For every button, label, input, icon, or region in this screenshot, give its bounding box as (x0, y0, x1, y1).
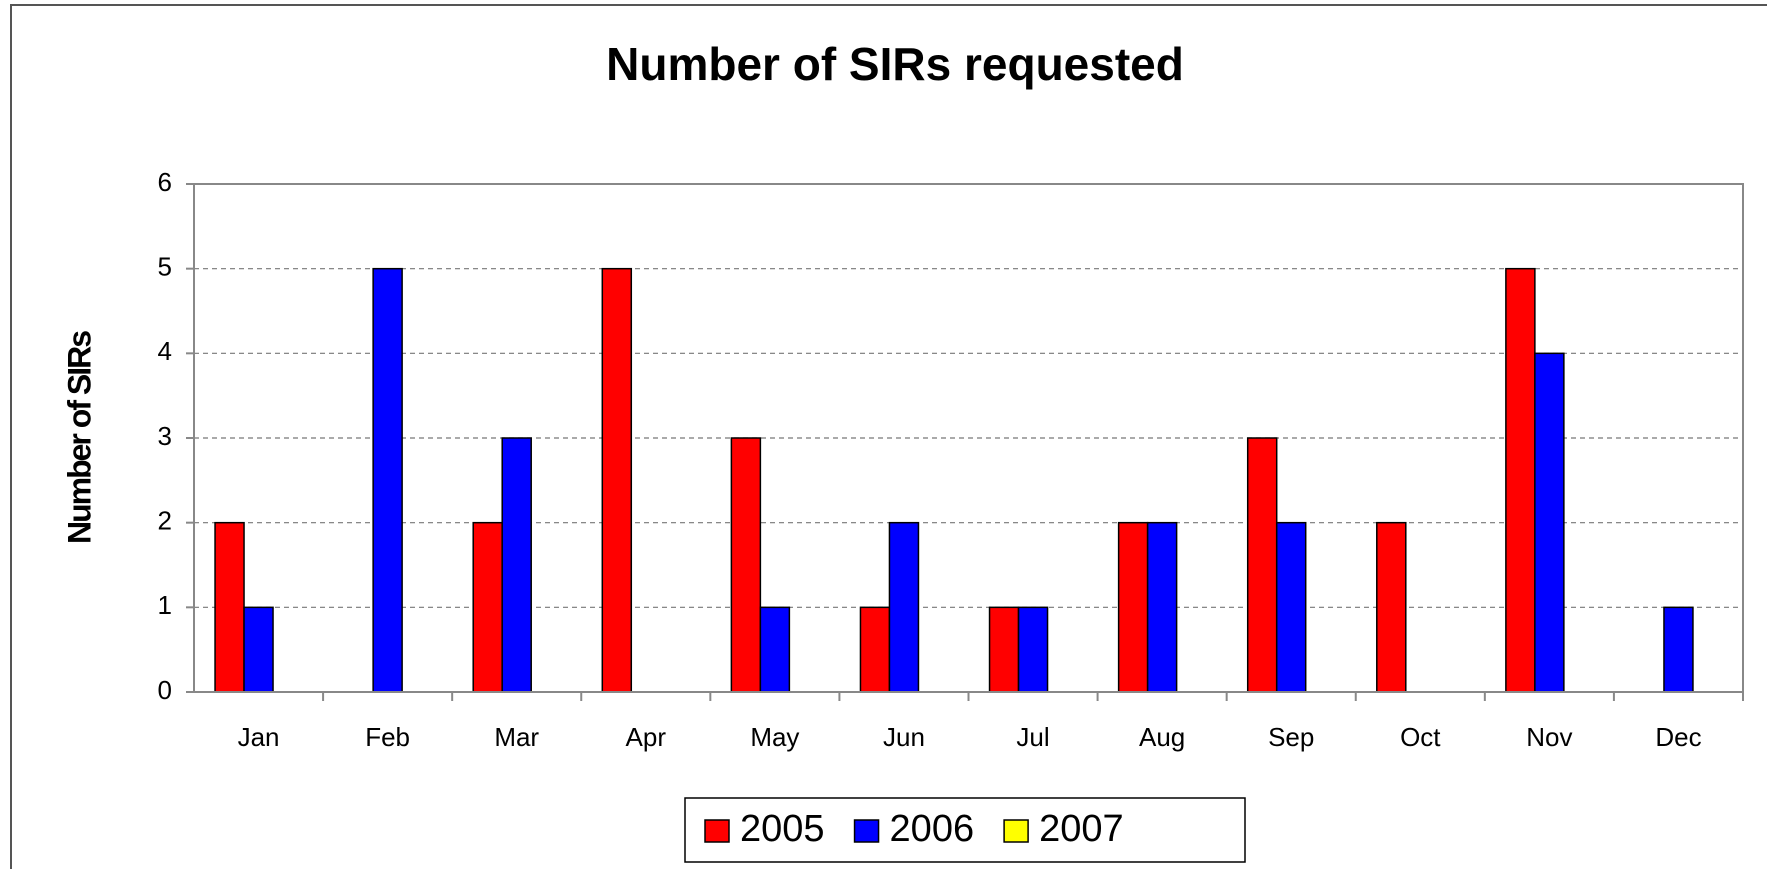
y-tick-label: 2 (158, 506, 172, 536)
legend-label: 2007 (1039, 808, 1124, 850)
x-tick-label: Dec (1655, 722, 1701, 752)
x-tick-label: Jan (238, 722, 280, 752)
x-tick-label: Jul (1016, 722, 1049, 752)
bar (1505, 267, 1536, 693)
x-tick-label: Apr (626, 722, 667, 752)
bar (1663, 606, 1694, 693)
bar (243, 606, 274, 693)
bar (1017, 606, 1049, 693)
y-axis-label: Number of SIRs (61, 331, 97, 544)
bar (759, 606, 791, 693)
bar (214, 521, 245, 693)
y-tick-label: 1 (158, 590, 172, 620)
bar (730, 437, 762, 693)
x-tick-label: Sep (1268, 722, 1314, 752)
bar (372, 267, 403, 693)
bar (859, 606, 891, 693)
bar (472, 521, 503, 693)
x-tick-label: Aug (1139, 722, 1185, 752)
legend-box (684, 797, 1246, 863)
bar (1117, 521, 1149, 693)
bar (1376, 521, 1407, 693)
chart-border (10, 4, 1767, 869)
y-tick-label: 0 (158, 675, 172, 705)
bar (1534, 352, 1565, 693)
x-tick-label: Nov (1526, 722, 1572, 752)
y-tick-label: 4 (158, 336, 172, 366)
x-tick-label: Feb (365, 722, 410, 752)
x-tick-label: Mar (494, 722, 539, 752)
y-tick-label: 6 (158, 167, 172, 197)
bar (501, 437, 532, 693)
x-tick-label: Oct (1400, 722, 1441, 752)
x-tick-label: Jun (883, 722, 925, 752)
legend-label: 2006 (890, 808, 975, 850)
bar (1246, 437, 1278, 693)
legend-swatch (853, 819, 880, 843)
y-tick-label: 5 (158, 252, 172, 282)
y-tick-label: 3 (158, 421, 172, 451)
bar (1275, 521, 1307, 693)
legend-swatch (1003, 819, 1029, 843)
bar (888, 521, 920, 693)
x-tick-label: May (750, 722, 799, 752)
bar (1146, 521, 1178, 693)
chart-title: Number of SIRs requested (606, 38, 1184, 90)
legend-swatch (704, 819, 730, 843)
bar (988, 606, 1020, 693)
legend-label: 2005 (740, 808, 825, 850)
bar (601, 267, 633, 693)
